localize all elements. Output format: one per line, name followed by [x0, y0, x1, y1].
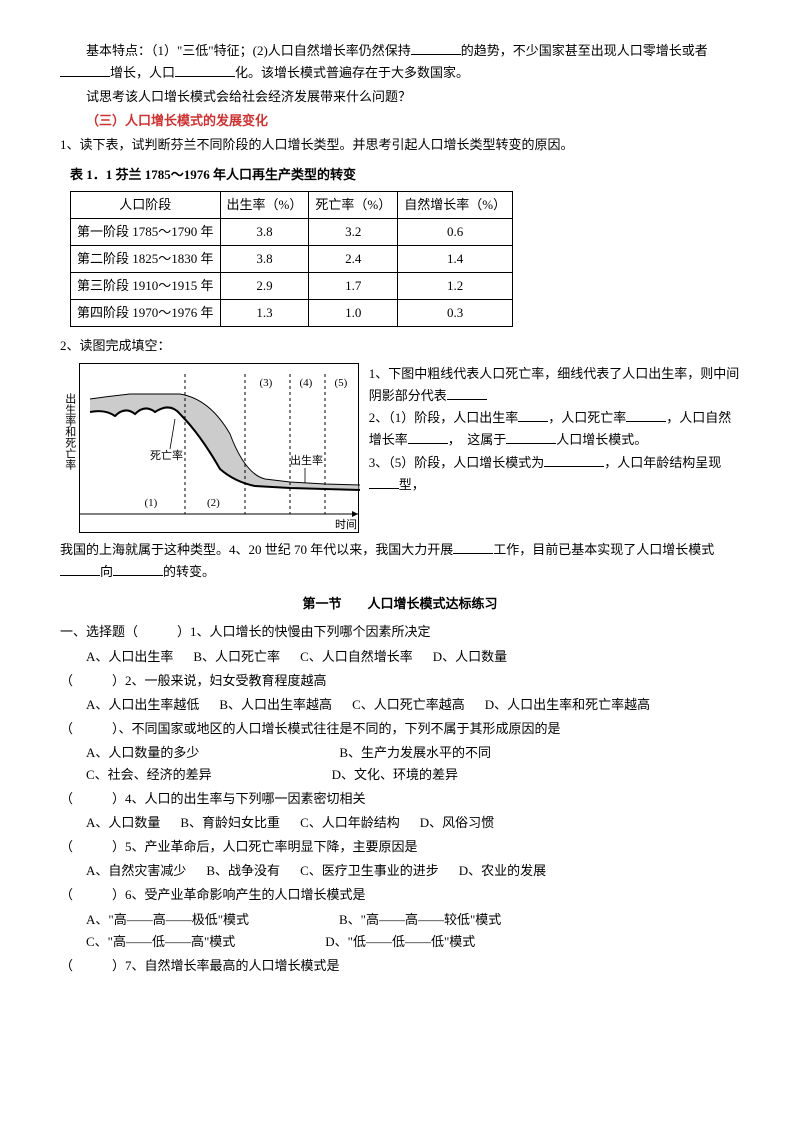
table-row: 第四阶段 1970～1976 年1.31.00.3 [71, 299, 513, 326]
col-natural: 自然增长率（%） [398, 191, 513, 218]
transition-chart: (1) (2) (3) (4) (5) 死亡率 出生率 时间 [79, 363, 359, 533]
blank[interactable] [411, 41, 461, 55]
x-axis-label: 时间 [335, 518, 357, 531]
svg-text:(3): (3) [259, 377, 272, 389]
q3-options: A、人口数量的多少B、生产力发展水平的不同C、社会、经济的差异D、文化、环境的差… [86, 742, 740, 786]
question-2: 2、读图完成填空： [60, 335, 740, 357]
practice-title: 第一节 人口增长模式达标练习 [60, 593, 740, 615]
text: 化。该增长模式普遍存在于大多数国家。 [235, 65, 469, 80]
blank[interactable] [453, 540, 493, 554]
q1-options: A、人口出生率B、人口死亡率C、人口自然增长率D、人口数量 [86, 646, 740, 668]
q2-options: A、人口出生率越低B、人口出生率越高C、人口死亡率越高D、人口出生率和死亡率越高 [86, 694, 740, 716]
q3: （ ）、不同国家或地区的人口增长模式往往是不同的，下列不属于其形成原因的是 [60, 718, 740, 740]
svg-text:(4): (4) [299, 377, 312, 389]
mc-lead: 一、选择题（ ）1、人口增长的快慢由下列哪个因素所决定 [60, 621, 740, 643]
text: 基本特点：（1）"三低"特征；(2)人口自然增长率仍然保持 [86, 43, 411, 58]
svg-text:(2): (2) [207, 497, 220, 509]
intro-para-2: 试思考该人口增长模式会给社会经济发展带来什么问题？ [60, 86, 740, 108]
after-figure: 我国的上海就属于这种类型。4、20 世纪 70 年代以来，我国大力开展工作，目前… [60, 539, 740, 583]
blank[interactable] [408, 430, 448, 444]
svg-text:(1): (1) [144, 497, 157, 509]
q7: （ ）7、自然增长率最高的人口增长模式是 [60, 955, 740, 977]
blank[interactable] [447, 386, 487, 400]
table-row: 第二阶段 1825～1830 年3.82.41.4 [71, 245, 513, 272]
death-label: 死亡率 [150, 448, 183, 462]
col-stage: 人口阶段 [71, 191, 221, 218]
q4-options: A、人口数量B、育龄妇女比重C、人口年龄结构D、风俗习惯 [86, 812, 740, 834]
table-title: 表 1．1 芬兰 1785～1976 年人口再生产类型的转变 [70, 164, 740, 186]
col-death: 死亡率（%） [309, 191, 398, 218]
text: 增长，人口 [110, 65, 175, 80]
q6-options: A、"高——高——极低"模式B、"高——高——较低"模式C、"高——低——高"模… [86, 909, 740, 953]
blank[interactable] [113, 562, 163, 576]
svg-text:(5): (5) [334, 377, 347, 389]
blank[interactable] [506, 430, 556, 444]
finland-table: 人口阶段 出生率（%） 死亡率（%） 自然增长率（%） 第一阶段 1785～17… [70, 191, 513, 327]
figure-section: 出生率和死亡率 (1) (2) (3) (4) (5) 死亡率 出生率 [60, 363, 740, 533]
y-axis-label: 出生率和死亡率 [60, 363, 79, 533]
q6: （ ）6、受产业革命影响产生的人口增长模式是 [60, 884, 740, 906]
intro-para-1: 基本特点：（1）"三低"特征；(2)人口自然增长率仍然保持 的趋势，不少国家甚至出… [60, 40, 740, 84]
col-birth: 出生率（%） [220, 191, 309, 218]
blank[interactable] [175, 63, 235, 77]
q5: （ ）5、产业革命后，人口死亡率明显下降，主要原因是 [60, 836, 740, 858]
blank[interactable] [60, 562, 100, 576]
blank[interactable] [369, 474, 399, 488]
question-1: 1、读下表，试判断芬兰不同阶段的人口增长类型。并思考引起人口增长类型转变的原因。 [60, 134, 740, 156]
table-header-row: 人口阶段 出生率（%） 死亡率（%） 自然增长率（%） [71, 191, 513, 218]
blank[interactable] [544, 452, 604, 466]
blank[interactable] [626, 408, 666, 422]
chart-svg: (1) (2) (3) (4) (5) 死亡率 出生率 时间 [80, 364, 360, 534]
birth-label: 出生率 [290, 453, 323, 467]
q4: （ ）4、人口的出生率与下列哪一因素密切相关 [60, 788, 740, 810]
blank[interactable] [60, 63, 110, 77]
figure-right-text: 1、下图中粗线代表人口死亡率，细线代表了人口出生率，则中间阴影部分代表 2、（1… [369, 363, 740, 496]
q5-options: A、自然灾害减少B、战争没有C、医疗卫生事业的进步D、农业的发展 [86, 860, 740, 882]
table-row: 第一阶段 1785～1790 年3.83.20.6 [71, 218, 513, 245]
text: 的趋势，不少国家甚至出现人口零增长或者 [461, 43, 708, 58]
q2: （ ）2、一般来说，妇女受教育程度越高 [60, 670, 740, 692]
heading-3: （三）人口增长模式的发展变化 [60, 110, 740, 132]
table-row: 第三阶段 1910～1915 年2.91.71.2 [71, 272, 513, 299]
blank[interactable] [518, 408, 548, 422]
